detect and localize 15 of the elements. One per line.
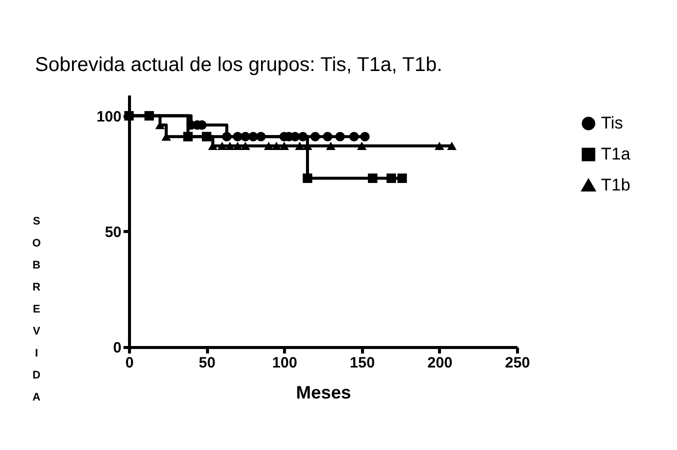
x-tick-label: 50 [198,354,216,372]
legend-label: Tis [601,114,624,132]
text: SOBREVIDA [32,216,41,404]
x-tick-label: 150 [350,354,375,372]
chart-title: Sobrevida actual de los grupos: Tis, T1a, T1b. [35,54,442,76]
x-tick-label: 200 [427,354,452,372]
x-tick-label: 250 [504,354,530,372]
legend-label: T1a [601,144,631,164]
y-tick-label: 0 [113,340,122,356]
legend-label: T1b [601,176,630,194]
y-tick-label: 50 [104,224,122,241]
x-tick-label: 0 [125,354,134,372]
x-axis-title: Meses [296,382,352,402]
x-tick-label: 100 [272,354,298,372]
y-tick-label: 100 [96,108,122,126]
